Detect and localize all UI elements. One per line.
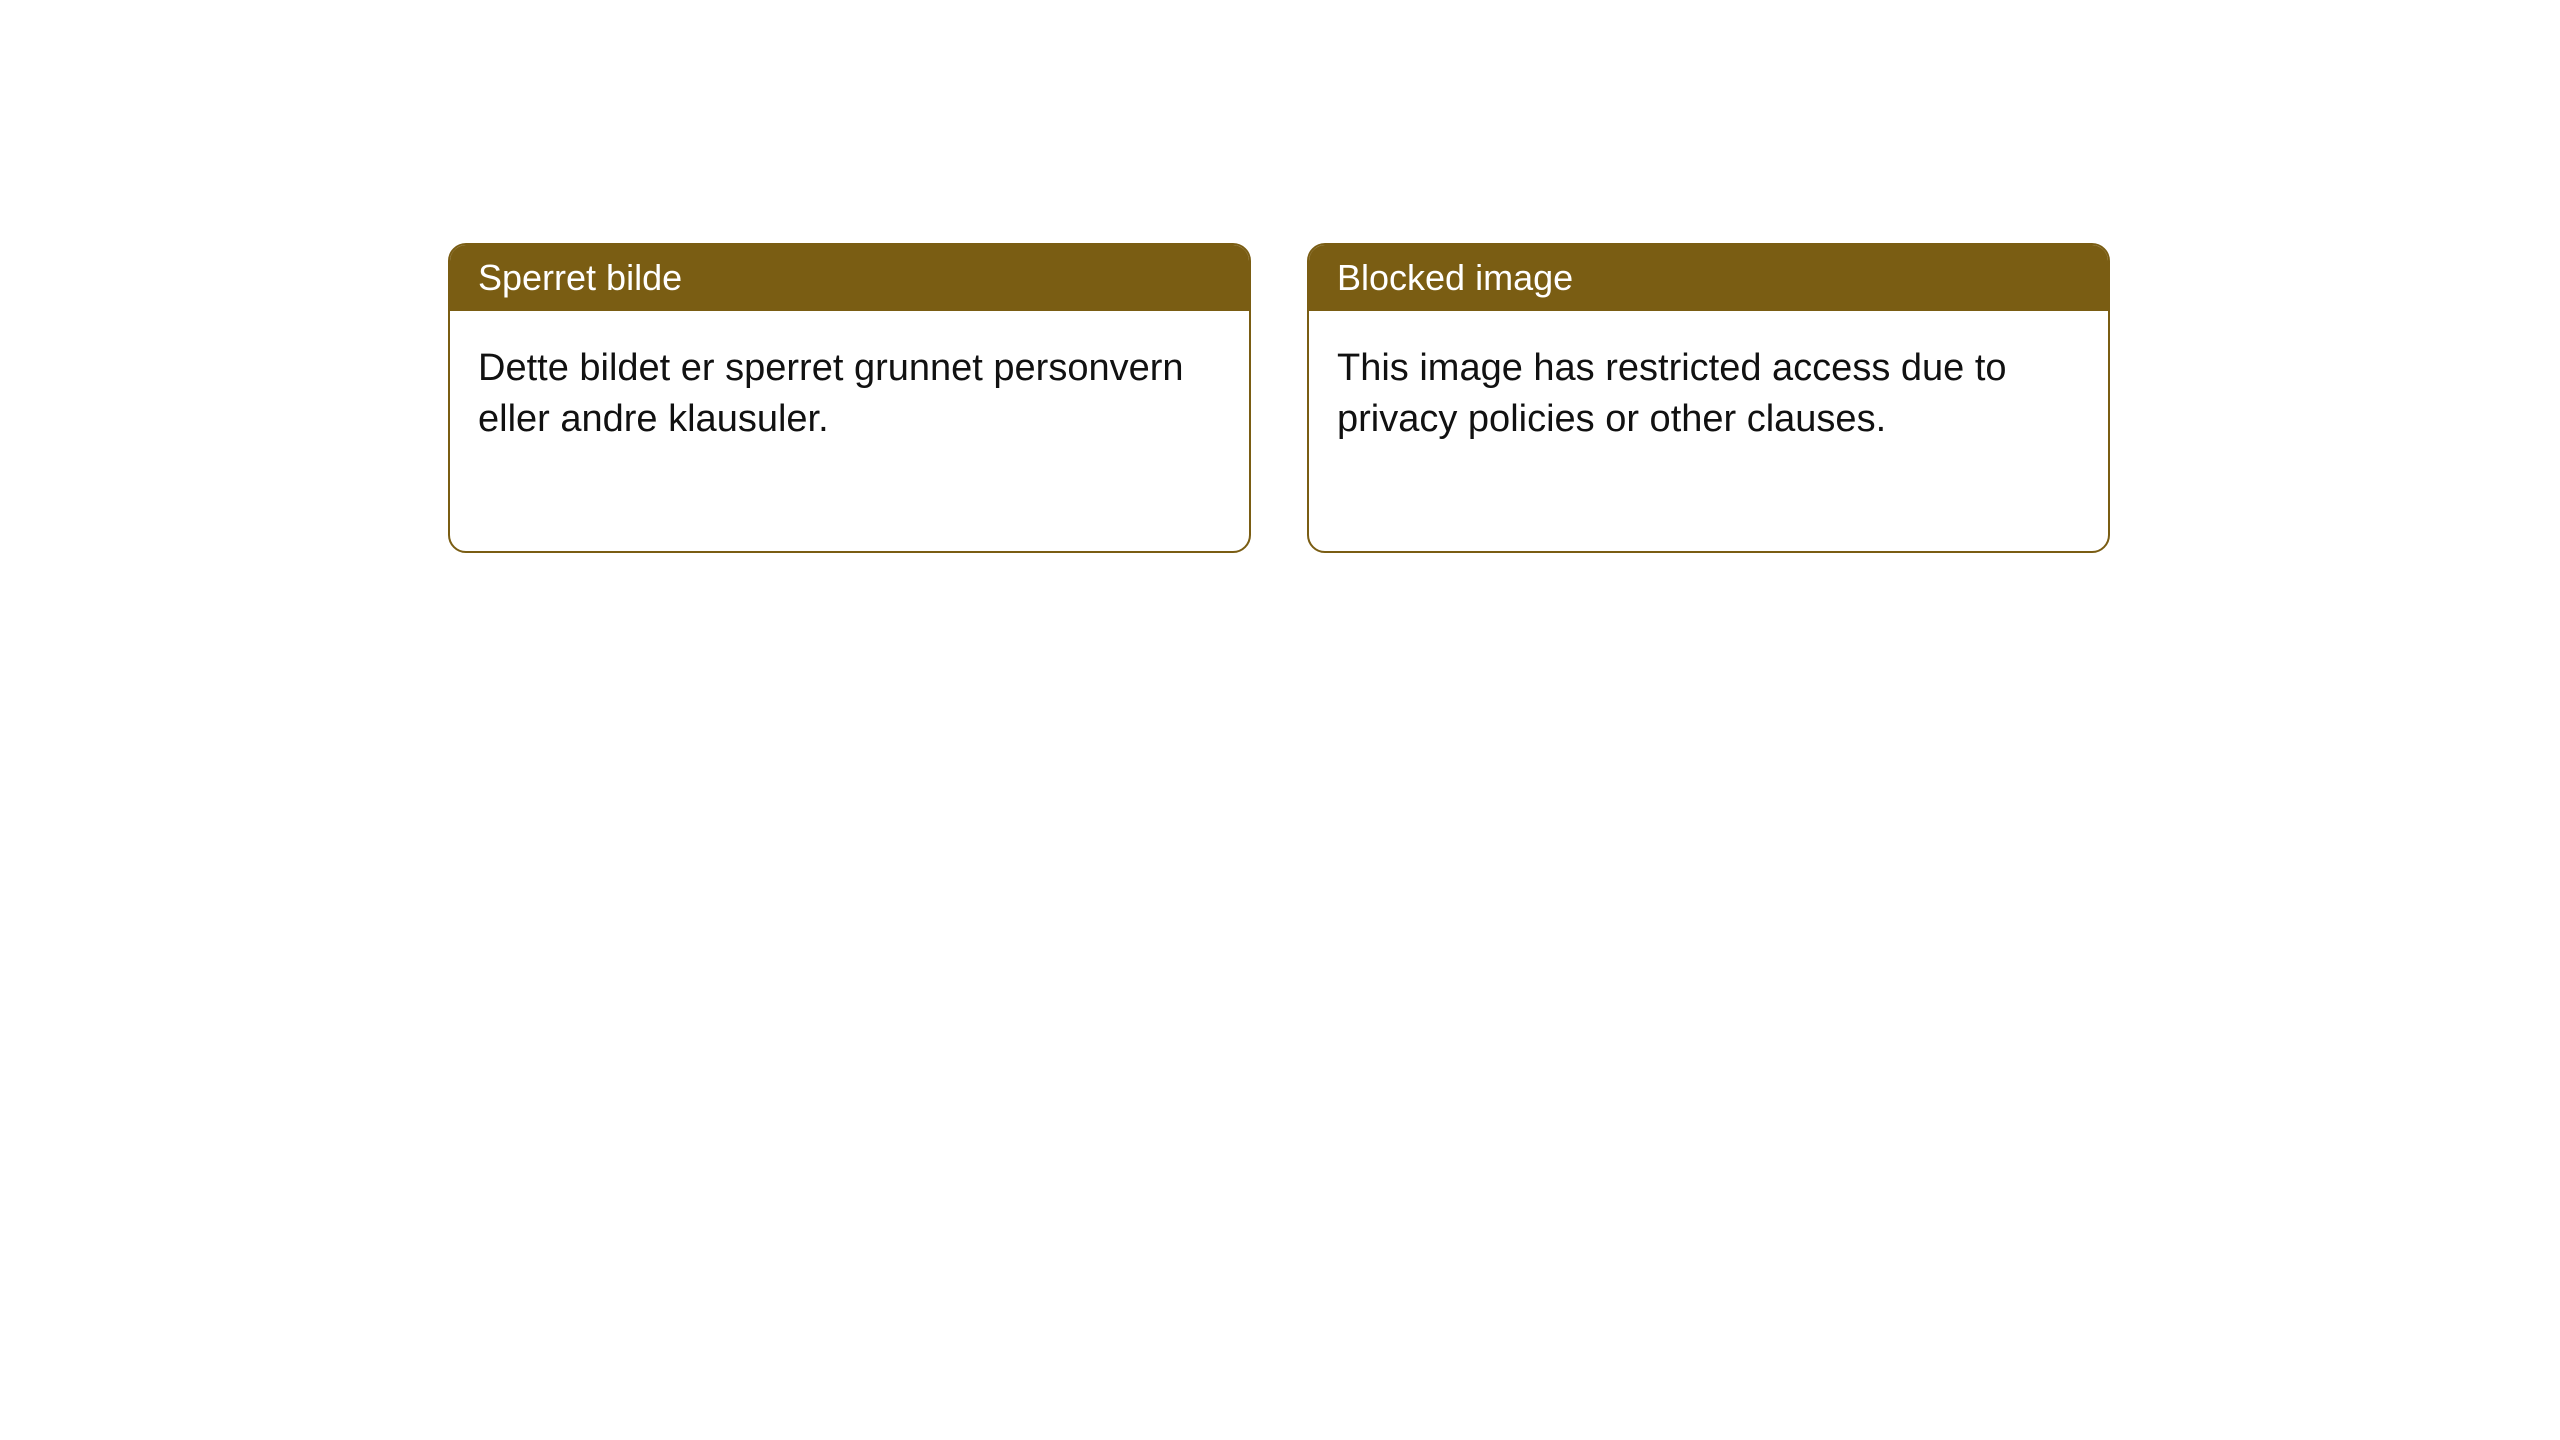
notice-box-english: Blocked image This image has restricted … [1307,243,2110,553]
notice-header: Sperret bilde [450,245,1249,311]
notice-container: Sperret bilde Dette bildet er sperret gr… [448,243,2110,553]
notice-title: Sperret bilde [478,257,682,298]
notice-body-text: Dette bildet er sperret grunnet personve… [478,347,1184,440]
notice-body: This image has restricted access due to … [1309,311,2108,551]
notice-header: Blocked image [1309,245,2108,311]
notice-box-norwegian: Sperret bilde Dette bildet er sperret gr… [448,243,1251,553]
notice-title: Blocked image [1337,257,1573,298]
notice-body: Dette bildet er sperret grunnet personve… [450,311,1249,551]
notice-body-text: This image has restricted access due to … [1337,347,2007,440]
